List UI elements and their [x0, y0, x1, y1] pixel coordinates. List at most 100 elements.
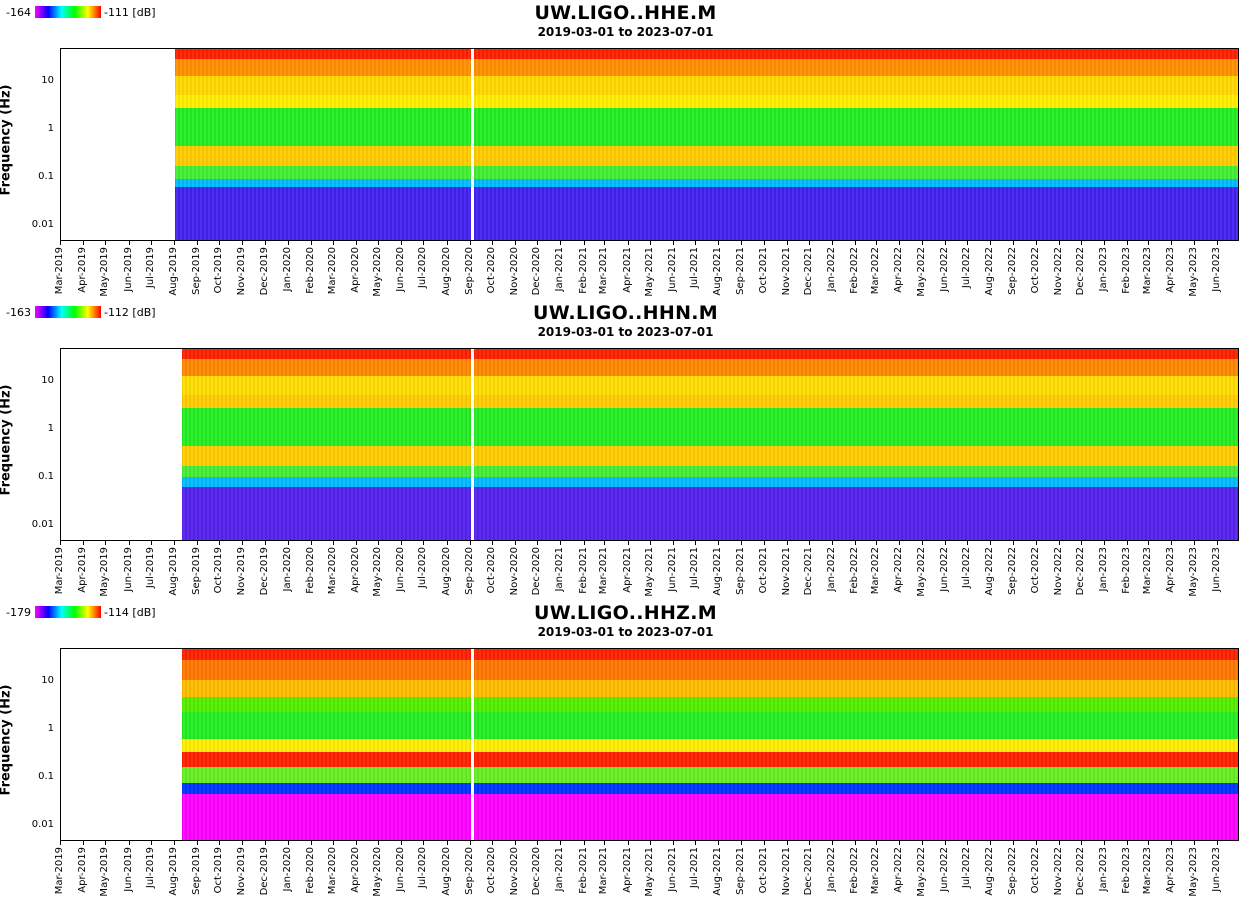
x-tick-mark — [219, 541, 221, 545]
x-tick-label: Apr-2023 — [1165, 847, 1177, 893]
x-tick-mark — [1058, 841, 1060, 845]
x-tick-label: Oct-2021 — [757, 247, 769, 294]
x-tick-mark — [469, 841, 471, 845]
x-tick-mark — [150, 541, 152, 545]
spectrogram-image — [174, 49, 1238, 240]
x-tick-mark — [1104, 241, 1106, 245]
x-tick-label: Dec-2021 — [803, 547, 815, 596]
x-tick-label: Jul-2021 — [689, 547, 701, 589]
x-tick-mark — [1081, 241, 1083, 245]
spectrogram-band — [174, 178, 1238, 188]
x-tick-label: Aug-2022 — [984, 547, 996, 596]
x-tick-mark — [197, 241, 199, 245]
x-tick-mark — [921, 241, 923, 245]
x-tick-label: Nov-2022 — [1052, 247, 1064, 296]
x-tick-mark — [60, 541, 61, 545]
x-tick-label: Feb-2022 — [849, 547, 861, 594]
spectrogram-panel-hhz: -179 -114 [dB] UW.LIGO..HHZ.M 2019-03-01 to… — [0, 600, 1251, 900]
x-tick-mark — [649, 541, 651, 545]
colorbar-gradient — [34, 6, 101, 18]
x-tick-mark — [264, 241, 266, 245]
x-tick-label: Jul-2019 — [144, 847, 156, 889]
y-tick-label: 1 — [47, 722, 54, 734]
y-tick-label: 0.1 — [38, 171, 54, 183]
x-tick-label: Oct-2020 — [485, 847, 497, 894]
x-tick-label: Apr-2021 — [621, 247, 633, 293]
spectrogram-texture — [181, 349, 1238, 540]
x-tick-label: Jan-2020 — [281, 547, 293, 592]
x-tick-mark — [515, 241, 517, 245]
x-tick-label: Mar-2019 — [54, 847, 65, 895]
x-tick-label: Sep-2021 — [735, 847, 747, 895]
x-tick-mark — [128, 541, 130, 545]
x-tick-label: Jul-2020 — [417, 547, 429, 589]
data-gap — [471, 49, 475, 240]
x-tick-label: Dec-2021 — [803, 847, 815, 896]
x-tick-mark — [242, 541, 244, 545]
x-tick-label: Jun-2021 — [666, 247, 678, 292]
x-tick-label: May-2021 — [643, 547, 655, 597]
x-tick-mark — [105, 841, 107, 845]
x-tick-mark — [899, 541, 901, 545]
spectrogram-plot-area — [60, 348, 1239, 541]
x-tick-label: Oct-2022 — [1029, 547, 1041, 594]
x-tick-label: Nov-2021 — [780, 547, 792, 596]
y-tick-label: 0.1 — [38, 771, 54, 783]
x-tick-mark — [446, 541, 448, 545]
x-tick-mark — [763, 841, 765, 845]
x-tick-label: Mar-2020 — [326, 247, 338, 295]
x-tick-label: Feb-2020 — [304, 247, 316, 294]
x-tick-mark — [1081, 841, 1083, 845]
x-tick-mark — [515, 541, 517, 545]
x-tick-label: Jun-2021 — [666, 547, 678, 592]
chart-title: UW.LIGO..HHN.M — [532, 302, 719, 324]
colorbar: -163 -112 [dB] — [6, 305, 156, 319]
x-tick-mark — [604, 241, 606, 245]
x-tick-label: Jan-2021 — [554, 847, 566, 892]
x-axis: Mar-2019 Apr-2019 May-2019 Jun-2019 Jul-2019… — [54, 841, 1239, 897]
x-axis: Mar-2019 Apr-2019 May-2019 Jun-2019 Jul-2019… — [54, 541, 1239, 597]
x-tick-label: May-2023 — [1187, 847, 1199, 897]
x-tick-mark — [695, 541, 697, 545]
x-tick-mark — [515, 841, 517, 845]
colorbar-min-label: -164 — [6, 5, 31, 19]
x-tick-label: Jan-2022 — [826, 247, 838, 292]
x-tick-mark — [1171, 241, 1173, 245]
x-tick-mark — [741, 541, 743, 545]
x-tick-label: Feb-2021 — [577, 547, 589, 594]
x-tick-label: Sep-2022 — [1007, 547, 1019, 595]
x-tick-mark — [401, 241, 403, 245]
y-tick-label: 1 — [47, 122, 54, 134]
x-tick-label: Aug-2021 — [712, 847, 724, 896]
x-tick-label: Oct-2021 — [757, 547, 769, 594]
x-tick-label: May-2019 — [99, 247, 111, 297]
x-tick-label: Nov-2019 — [236, 247, 248, 296]
x-tick-mark — [1148, 241, 1150, 245]
x-tick-label: Oct-2022 — [1029, 847, 1041, 894]
x-tick-mark — [310, 841, 312, 845]
spectrogram-image — [181, 349, 1238, 540]
x-tick-mark — [83, 241, 85, 245]
x-tick-label: Aug-2022 — [984, 847, 996, 896]
x-tick-mark — [60, 841, 61, 845]
x-tick-label: Dec-2021 — [803, 247, 815, 296]
colorbar-max-label: -112 [dB] — [103, 305, 156, 319]
x-tick-label: Apr-2023 — [1165, 547, 1177, 593]
colorbar-min-label: -179 — [6, 605, 31, 619]
x-tick-mark — [128, 241, 130, 245]
x-tick-label: Dec-2020 — [531, 247, 543, 296]
x-tick-label: Jul-2020 — [417, 247, 429, 289]
spectrogram-panel-hhe: -164 -111 [dB] UW.LIGO..HHE.M 2019-03-01 to… — [0, 0, 1251, 300]
x-tick-mark — [173, 541, 175, 545]
x-tick-label: May-2019 — [99, 847, 111, 897]
x-tick-mark — [741, 241, 743, 245]
x-tick-mark — [1193, 841, 1195, 845]
x-tick-label: Aug-2019 — [167, 547, 179, 596]
x-tick-mark — [627, 841, 629, 845]
x-tick-label: Dec-2019 — [258, 247, 270, 296]
x-tick-mark — [855, 841, 857, 845]
spectrogram-band — [181, 679, 1238, 698]
x-tick-mark — [1013, 241, 1015, 245]
x-tick-mark — [83, 541, 85, 545]
x-tick-mark — [809, 841, 811, 845]
